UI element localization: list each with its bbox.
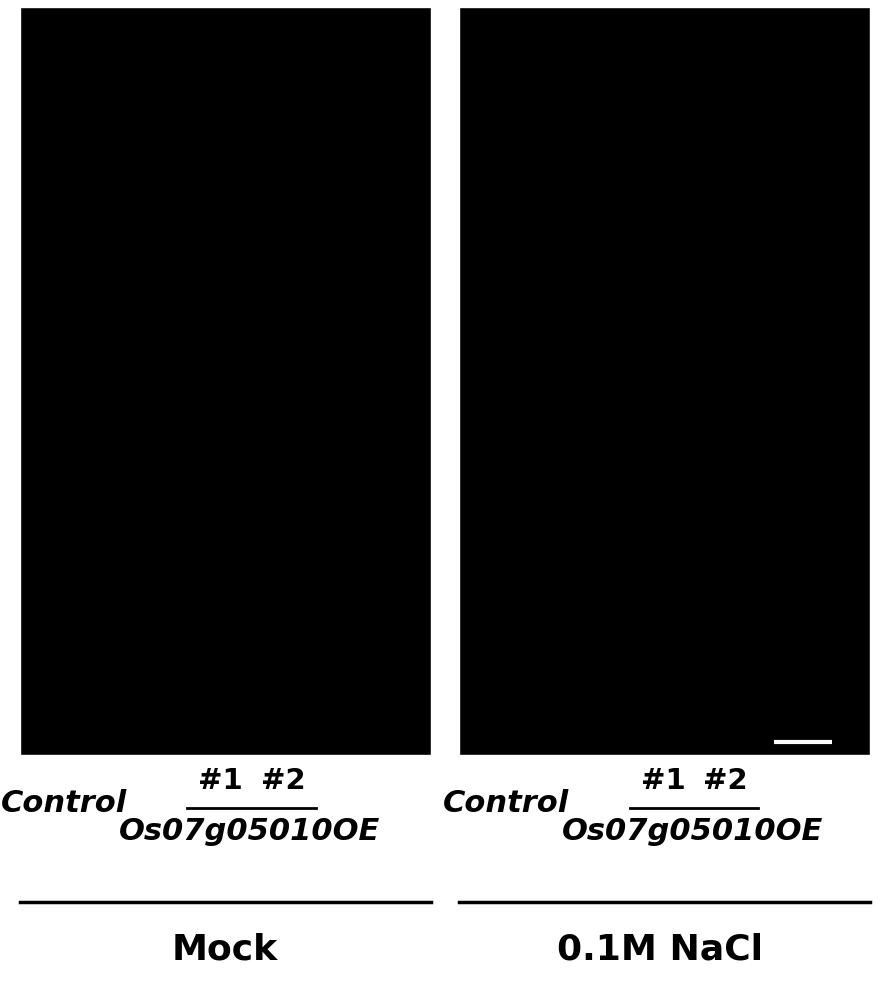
Text: Os07g05010OE: Os07g05010OE xyxy=(562,818,823,846)
Text: #1: #1 xyxy=(198,767,243,795)
Text: Os07g05010OE: Os07g05010OE xyxy=(118,818,380,846)
Text: Control: Control xyxy=(1,790,127,818)
Text: Control: Control xyxy=(442,790,569,818)
Text: #2: #2 xyxy=(703,767,748,795)
Bar xyxy=(459,7,870,755)
Bar xyxy=(20,7,431,755)
Text: #2: #2 xyxy=(261,767,305,795)
Text: Mock: Mock xyxy=(171,933,278,967)
Text: 0.1M NaCl: 0.1M NaCl xyxy=(557,933,764,967)
Text: #1: #1 xyxy=(641,767,685,795)
